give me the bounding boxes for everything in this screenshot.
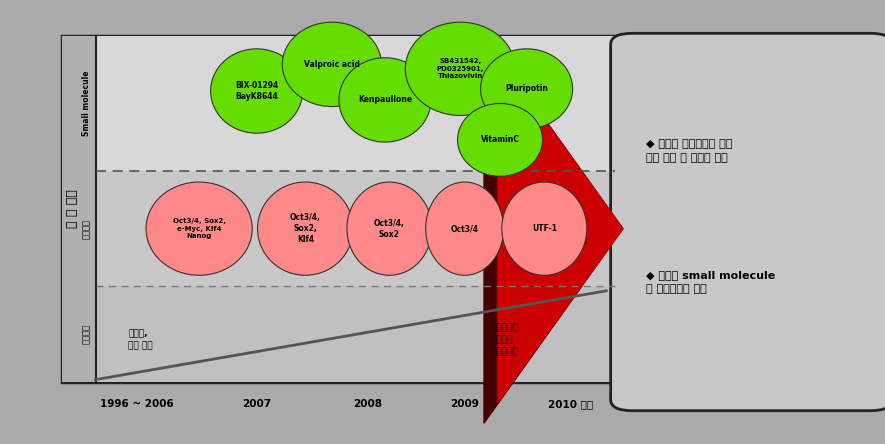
Text: Small molecule: Small molecule: [81, 71, 90, 136]
Ellipse shape: [282, 22, 381, 107]
Text: ◆ 다능성 줄기세포의 유도
효율 증대 및 안전성 확보: ◆ 다능성 줄기세포의 유도 효율 증대 및 안전성 확보: [646, 139, 733, 163]
Text: 유도인자: 유도인자: [81, 218, 90, 239]
Text: BIX-01294
BayK8644: BIX-01294 BayK8644: [235, 81, 278, 101]
Text: 1996 ~ 2006: 1996 ~ 2006: [100, 399, 174, 409]
Text: Pluripotin: Pluripotin: [505, 84, 548, 93]
Text: 2008: 2008: [353, 399, 381, 409]
Text: 유도방법: 유도방법: [81, 324, 90, 344]
Ellipse shape: [405, 22, 515, 115]
Ellipse shape: [426, 182, 504, 275]
Ellipse shape: [458, 103, 543, 176]
Bar: [96, 286, 615, 382]
Bar: [62, 36, 96, 382]
Text: ◆ 새로운 small molecule
및 전사인자의 발굴: ◆ 새로운 small molecule 및 전사인자의 발굴: [646, 270, 775, 294]
Text: Oct3/4,
Sox2,
Klf4: Oct3/4, Sox2, Klf4: [290, 213, 320, 244]
Text: 핵치환,
세포 융합: 핵치환, 세포 융합: [128, 329, 153, 350]
Text: 2010 년도: 2010 년도: [549, 399, 593, 409]
Ellipse shape: [481, 49, 573, 129]
FancyBboxPatch shape: [611, 33, 885, 411]
Text: VitaminC: VitaminC: [481, 135, 519, 144]
Text: Valproic acid: Valproic acid: [304, 60, 360, 69]
Ellipse shape: [347, 182, 432, 275]
Bar: [96, 171, 615, 286]
Ellipse shape: [258, 182, 353, 275]
Text: Oct3/4: Oct3/4: [450, 224, 479, 233]
Bar: [62, 36, 615, 382]
Text: Kenpaullone: Kenpaullone: [358, 95, 412, 104]
Text: UTF-1: UTF-1: [532, 224, 557, 233]
Ellipse shape: [339, 58, 431, 142]
Bar: [96, 36, 615, 171]
Ellipse shape: [502, 182, 587, 275]
Text: Oct3/4,
Sox2: Oct3/4, Sox2: [374, 218, 404, 239]
Ellipse shape: [211, 49, 303, 133]
Text: 2009: 2009: [450, 399, 479, 409]
Text: SB431542,
PD0325901,
Thiazovivin: SB431542, PD0325901, Thiazovivin: [436, 58, 484, 79]
Text: 세포추출물
바이러스
비바이러스: 세포추출물 바이러스 비바이러스: [491, 323, 518, 356]
Text: 2007: 2007: [242, 399, 271, 409]
Text: Oct3/4, Sox2,
e-Myc, Klf4
Nanog: Oct3/4, Sox2, e-Myc, Klf4 Nanog: [173, 218, 226, 239]
Text: 연 구 방향: 연 구 방향: [66, 189, 79, 228]
Ellipse shape: [146, 182, 252, 275]
